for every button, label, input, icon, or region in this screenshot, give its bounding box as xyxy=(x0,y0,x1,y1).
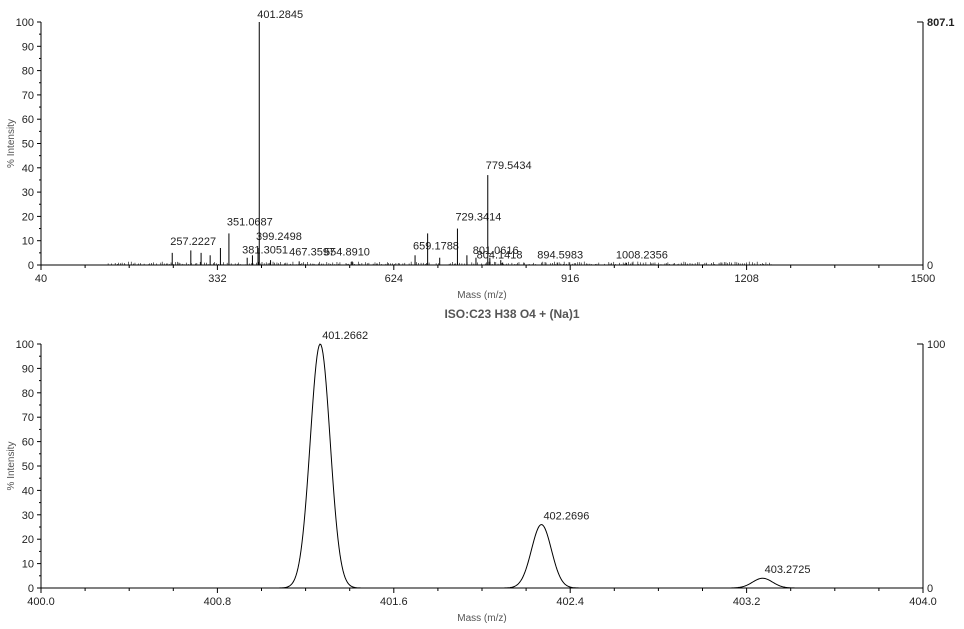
x-tick-label: 400.0 xyxy=(27,596,55,608)
peak-label: 403.2725 xyxy=(765,564,811,576)
peak-label: 894.5983 xyxy=(537,250,583,262)
y-tick-label: 40 xyxy=(22,163,34,175)
x-tick-label: 403.2 xyxy=(733,596,761,608)
x-axis-label: Mass (m/z) xyxy=(457,613,506,624)
y-tick-label: 0 xyxy=(28,583,34,595)
right-axis-max-label: 807.1 xyxy=(927,17,955,29)
y-tick-label: 30 xyxy=(22,187,34,199)
x-tick-label: 332 xyxy=(208,273,226,285)
peak-label: 401.2845 xyxy=(257,9,303,21)
x-tick-label: 400.8 xyxy=(204,596,232,608)
y-tick-label: 60 xyxy=(22,437,34,449)
right-axis-max-label: 100 xyxy=(927,339,945,351)
right-axis-min-label: 0 xyxy=(927,260,933,272)
isotope-pattern-panel: ISO:C23 H38 O4 + (Na)1 0 10 20 30 40 50 60 70 80 9… xyxy=(6,307,945,624)
peak-label: 804.1418 xyxy=(477,250,523,262)
peak-label: 381.3051 xyxy=(242,245,288,257)
y-tick-label: 70 xyxy=(22,412,34,424)
x-tick-label: 40 xyxy=(35,273,47,285)
y-tick-label: 60 xyxy=(22,114,34,126)
y-tick-label: 10 xyxy=(22,236,34,248)
y-tick-label: 70 xyxy=(22,90,34,102)
y-tick-label: 90 xyxy=(22,41,34,53)
y-tick-label: 20 xyxy=(22,534,34,546)
peak-label: 257.2227 xyxy=(170,236,216,248)
x-tick-label: 916 xyxy=(561,273,579,285)
peak-label: 729.3414 xyxy=(455,212,501,224)
x-axis-label: Mass (m/z) xyxy=(457,290,506,301)
peak-label: 399.2498 xyxy=(256,231,302,243)
peak-label: 779.5434 xyxy=(486,160,532,172)
top-spectrum-panel: 0 10 20 30 40 50 60 70 80 90 100 40 332 624 916 1208 150… xyxy=(6,9,955,301)
y-tick-label: 20 xyxy=(22,211,34,223)
x-tick-label: 624 xyxy=(385,273,403,285)
right-axis-min-label: 0 xyxy=(927,583,933,595)
y-tick-label: 10 xyxy=(22,559,34,571)
y-tick-label: 40 xyxy=(22,485,34,497)
x-tick-label: 402.4 xyxy=(556,596,584,608)
y-tick-label: 50 xyxy=(22,139,34,151)
y-tick-label: 90 xyxy=(22,363,34,375)
y-tick-label: 50 xyxy=(22,461,34,473)
y-axis-label: % Intensity xyxy=(6,119,17,168)
peak-label: 402.2696 xyxy=(543,511,589,523)
peak-label: 659.1788 xyxy=(413,240,459,252)
peak-label: 1008.2356 xyxy=(616,250,668,262)
y-tick-label: 80 xyxy=(22,66,34,78)
x-tick-label: 1208 xyxy=(734,273,758,285)
y-tick-label: 80 xyxy=(22,388,34,400)
peak-label: 351.0687 xyxy=(227,216,273,228)
panel-title: ISO:C23 H38 O4 + (Na)1 xyxy=(444,307,579,321)
y-tick-label: 0 xyxy=(28,260,34,272)
y-tick-label: 30 xyxy=(22,510,34,522)
isotope-pattern-curve xyxy=(41,344,923,588)
peak-label: 554.8910 xyxy=(324,246,370,258)
y-axis-label: % Intensity xyxy=(6,442,17,491)
y-tick-label: 100 xyxy=(16,339,34,351)
y-tick-label: 100 xyxy=(16,17,34,29)
peak-label: 401.2662 xyxy=(322,330,368,342)
x-tick-label: 1500 xyxy=(911,273,935,285)
x-tick-label: 401.6 xyxy=(380,596,408,608)
x-tick-label: 404.0 xyxy=(909,596,937,608)
